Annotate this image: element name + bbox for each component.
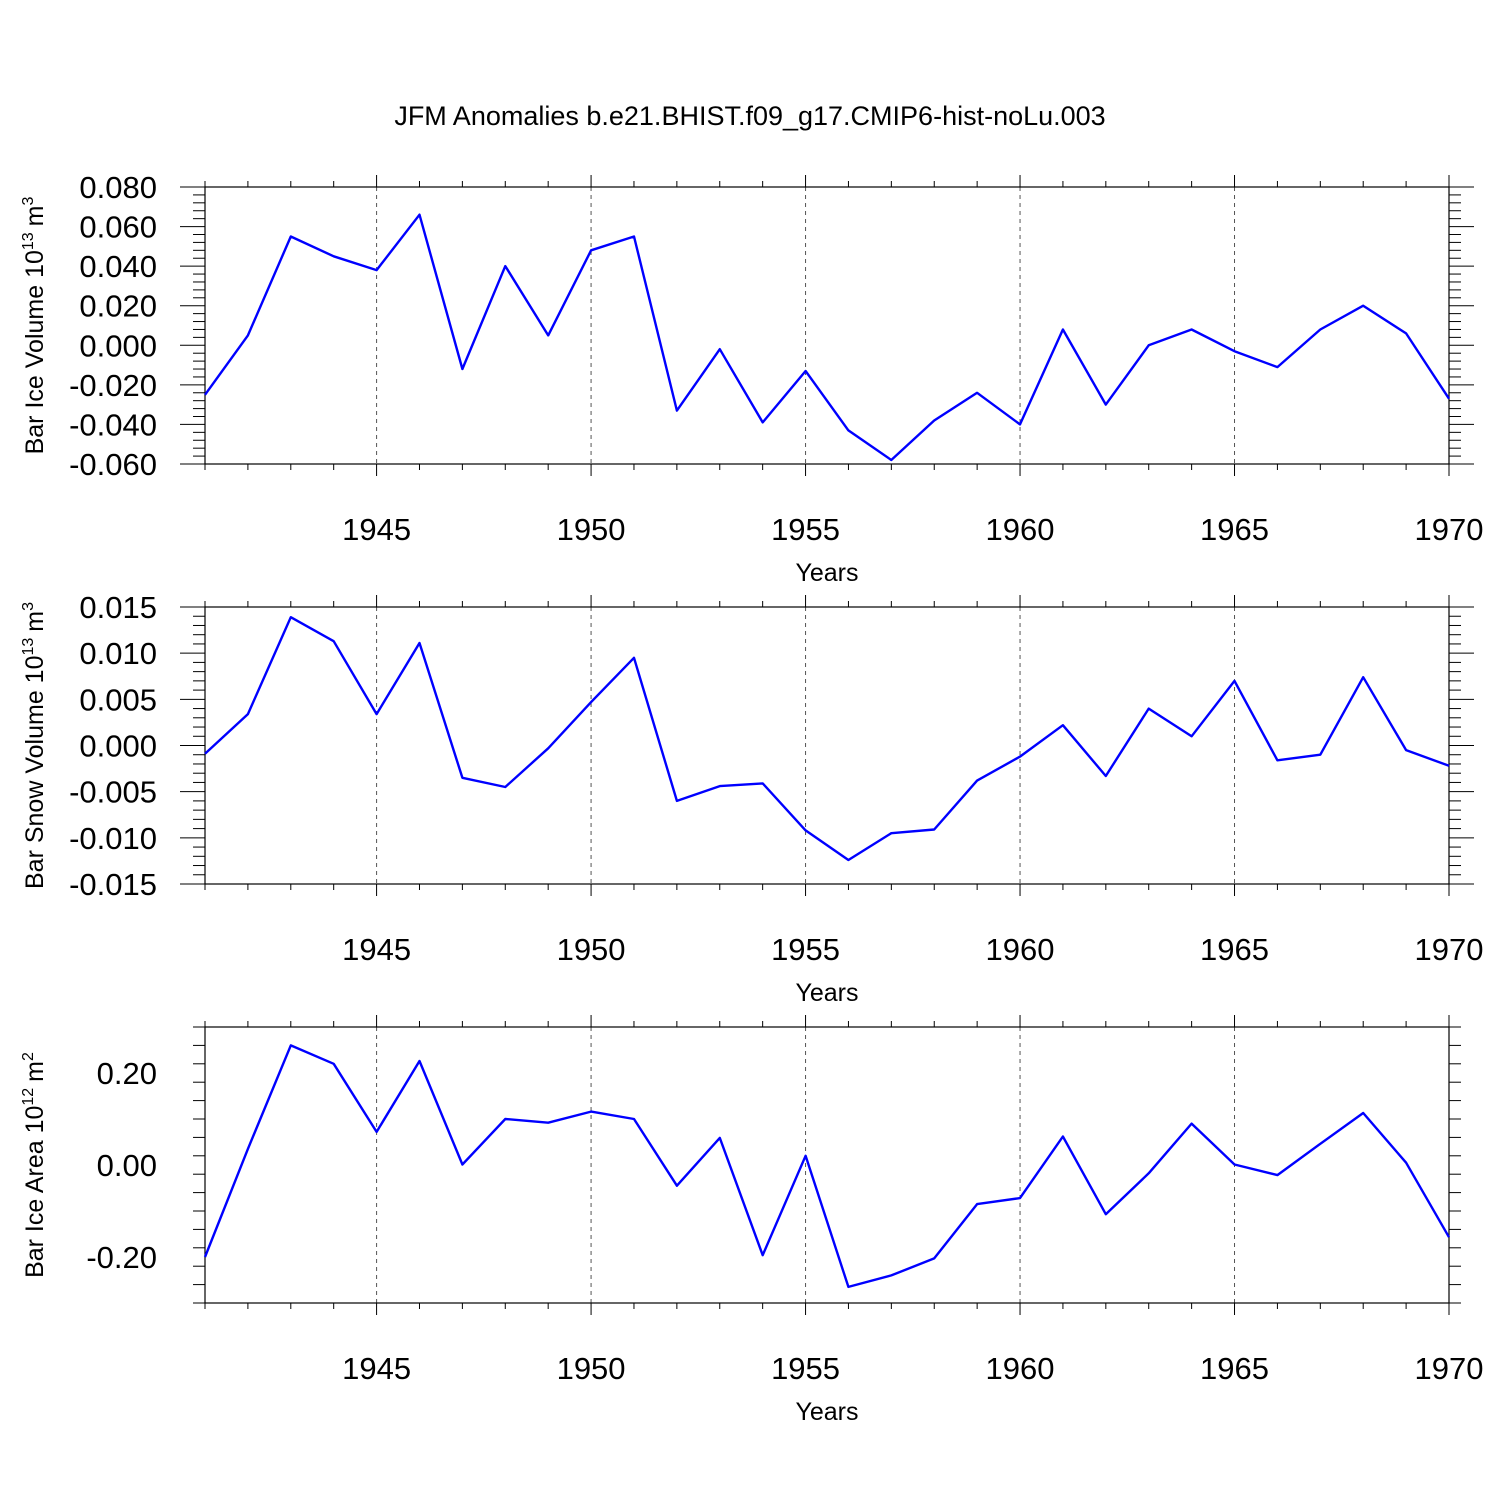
- x-tick-label: 1965: [1200, 1351, 1269, 1386]
- x-tick-label: 1960: [986, 1351, 1055, 1386]
- y-axis-title-ylabel-unit: m: [21, 205, 49, 226]
- y-tick-label: 0.005: [79, 682, 157, 717]
- x-tick-label: 1945: [342, 1351, 411, 1386]
- x-tick-label: 1945: [342, 932, 411, 967]
- x-axis-title: Years: [795, 979, 858, 1007]
- y-axis-title-ylabel-unit-exp: 2: [20, 1052, 37, 1061]
- y-axis-title-ylabel-exp: 13: [20, 638, 37, 656]
- y-tick-label: -0.060: [69, 447, 157, 482]
- x-tick-label: 1970: [1415, 932, 1484, 967]
- y-tick-label: -0.015: [69, 867, 157, 902]
- y-axis-title-ylabel-unit-exp: 3: [20, 602, 37, 611]
- y-axis-title: Bar Ice Volume 1013 m3: [20, 196, 49, 454]
- x-tick-label: 1970: [1415, 1351, 1484, 1386]
- x-tick-label: 1945: [342, 512, 411, 547]
- x-tick-label: 1955: [771, 1351, 840, 1386]
- y-axis-title-ylabel-main: Bar Snow Volume 10: [21, 656, 49, 889]
- x-tick-label: 1970: [1415, 512, 1484, 547]
- panel-2: -0.015 -0.010 -0.005 0.000 0.005 0.010 0.015 19…: [20, 590, 1483, 1007]
- y-tick-label: -0.005: [69, 775, 157, 810]
- panel-3: -0.20 0.00 0.20 1945 1950 1955 1960 1965 1970 Yea…: [20, 1015, 1483, 1426]
- plot-frame: [204, 1026, 1450, 1304]
- y-tick-label: -0.020: [69, 368, 157, 403]
- x-tick-label: 1955: [771, 932, 840, 967]
- y-tick-label: -0.010: [69, 821, 157, 856]
- plot-frame: [204, 606, 1450, 885]
- x-tick-label: 1955: [771, 512, 840, 547]
- x-tick-label: 1960: [986, 512, 1055, 547]
- x-tick-label: 1965: [1200, 512, 1269, 547]
- y-tick-label: 0.015: [79, 590, 157, 625]
- series-line-bar-snow-volume: [204, 616, 1450, 862]
- y-axis-title-ylabel-main: Bar Ice Area 10: [21, 1106, 49, 1278]
- y-tick-label: 0.020: [79, 289, 157, 324]
- x-tick-label: 1950: [557, 932, 626, 967]
- y-axis-title: Bar Snow Volume 1013 m3: [20, 602, 49, 889]
- y-axis-title-ylabel-unit-exp: 3: [20, 196, 37, 205]
- plot-frame: [204, 186, 1450, 465]
- x-tick-label: 1950: [557, 512, 626, 547]
- y-tick-label: 0.010: [79, 636, 157, 671]
- y-tick-label: 0.000: [79, 328, 157, 363]
- y-axis-title-ylabel-unit: m: [21, 611, 49, 632]
- y-tick-label: 0.20: [97, 1056, 157, 1091]
- y-tick-label: 0.00: [97, 1148, 157, 1183]
- y-axis-title-ylabel-exp: 13: [20, 232, 37, 250]
- series-line-bar-ice-area: [203, 1044, 1451, 1289]
- y-axis-title: Bar Ice Area 1012 m2: [20, 1052, 49, 1278]
- x-tick-label: 1960: [986, 932, 1055, 967]
- panel-1: -0.060 -0.040 -0.020 0.000 0.020 0.040 0.060 0.…: [20, 170, 1483, 587]
- y-tick-label: 0.000: [79, 729, 157, 764]
- x-axis-title: Years: [795, 1398, 858, 1426]
- y-tick-label: -0.040: [69, 407, 157, 442]
- y-tick-label: 0.040: [79, 249, 157, 284]
- y-tick-label: 0.080: [79, 170, 157, 205]
- chart-title: JFM Anomalies b.e21.BHIST.f09_g17.CMIP6-…: [394, 101, 1105, 131]
- y-axis-title-ylabel-main: Bar Ice Volume 10: [21, 250, 49, 454]
- x-tick-label: 1950: [557, 1351, 626, 1386]
- y-axis-title-ylabel-unit: m: [21, 1061, 49, 1082]
- series-line-bar-ice-volume: [204, 213, 1451, 462]
- y-tick-label: -0.20: [86, 1240, 157, 1275]
- y-axis-title-ylabel-exp: 12: [20, 1088, 37, 1106]
- x-tick-label: 1965: [1200, 932, 1269, 967]
- x-axis-title: Years: [795, 559, 858, 587]
- y-tick-label: 0.060: [79, 210, 157, 245]
